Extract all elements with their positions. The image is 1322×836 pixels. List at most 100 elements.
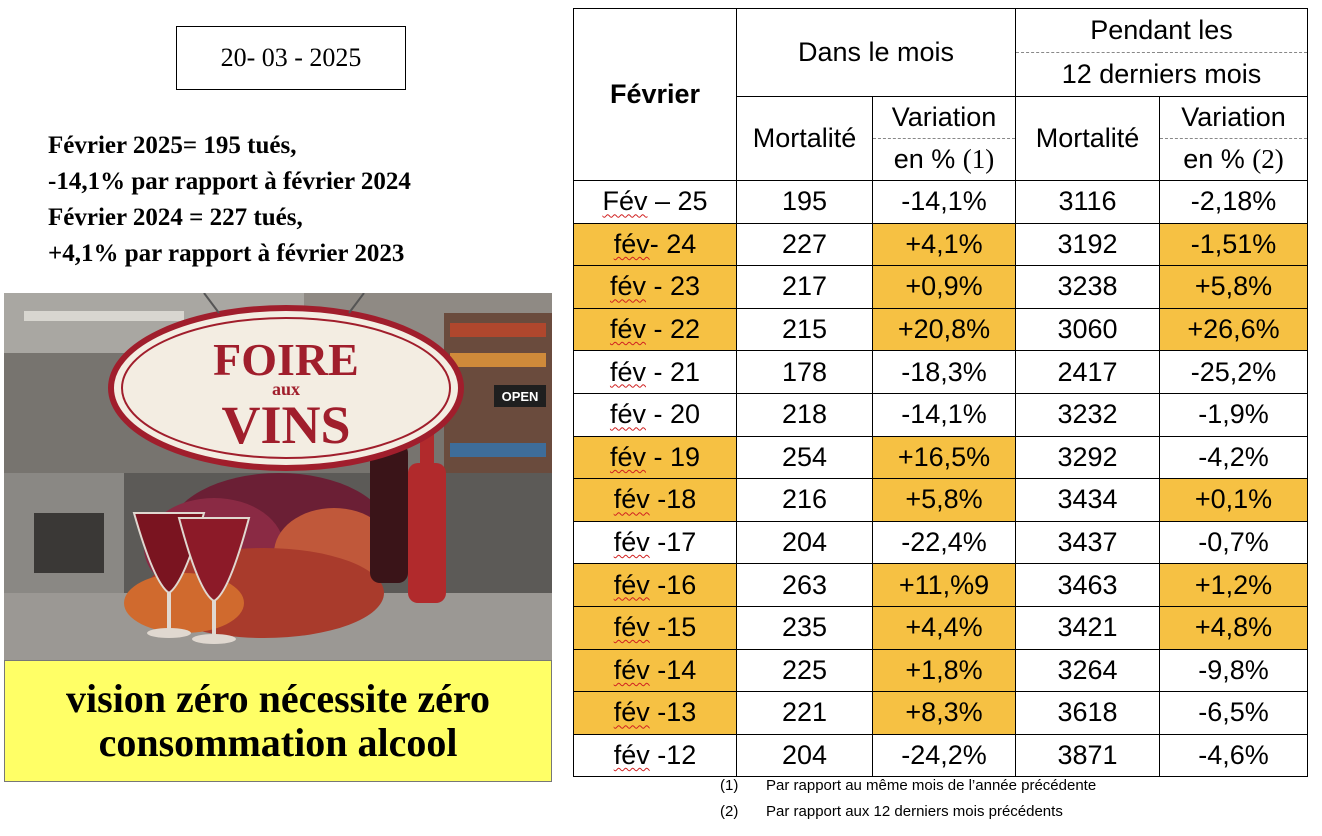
cell-variation-12: -0,7% — [1158, 520, 1309, 565]
header-en-pourcent-label: en % — [1183, 144, 1253, 174]
month-abbrev: fév — [613, 740, 650, 771]
month-year: -15 — [649, 612, 697, 643]
cell-mortalite-12: 3421 — [1015, 605, 1160, 650]
table-row: Fév – 25 195 -14,1% 3116 -2,18% — [573, 180, 1309, 224]
table-row: fév -17 204 -22,4% 3437 -0,7% — [573, 520, 1309, 565]
wine-fair-photo: OPEN FOIRE aux VINS — [4, 293, 552, 663]
sign-word-foire: FOIRE — [213, 334, 359, 385]
cell-variation-12: -6,5% — [1158, 691, 1309, 735]
header-variation: Variation — [872, 96, 1016, 139]
cell-variation-12: -9,8% — [1158, 648, 1309, 693]
cell-variation-12: -4,2% — [1158, 435, 1309, 480]
cell-month: fév -12 — [573, 733, 737, 778]
summary-text: Février 2025= 195 tués, -14,1% par rappo… — [48, 128, 568, 272]
cell-variation-12: -2,18% — [1158, 180, 1309, 224]
month-abbrev: fév — [609, 271, 646, 302]
cell-variation-12: +0,1% — [1158, 478, 1309, 522]
cell-mortalite-12: 3116 — [1015, 180, 1160, 224]
sign-word-vins: VINS — [221, 395, 350, 455]
cell-variation: -24,2% — [872, 733, 1016, 778]
month-year: -13 — [649, 697, 697, 728]
header-en-pourcent-label: en % — [893, 144, 963, 174]
footnote-ref-1: (1) — [962, 144, 995, 174]
cell-mortalite: 225 — [736, 648, 873, 693]
cell-mortalite: 235 — [736, 605, 873, 650]
cell-month: fév -17 — [573, 520, 737, 565]
cell-month: fév -14 — [573, 648, 737, 693]
cell-variation: +4,1% — [872, 222, 1016, 267]
cell-month: fév -15 — [573, 605, 737, 650]
month-year: - 21 — [646, 356, 701, 387]
cell-mortalite-12: 3871 — [1015, 733, 1160, 778]
cell-month: fév - 19 — [573, 435, 737, 480]
cell-month: fév- 24 — [573, 222, 737, 267]
cell-variation: -14,1% — [872, 392, 1016, 437]
cell-variation-12: -4,6% — [1158, 733, 1309, 778]
month-year: -14 — [649, 654, 697, 685]
cell-variation: +1,8% — [872, 648, 1016, 693]
footnote-number: (2) — [720, 803, 739, 820]
cell-variation-12: -25,2% — [1158, 350, 1309, 394]
slogan-line: vision zéro nécessite zéro — [66, 676, 490, 721]
month-abbrev: fév — [613, 228, 650, 259]
cell-variation: +11,%9 — [872, 563, 1016, 607]
month-year: - 22 — [646, 314, 701, 345]
cell-variation: +8,3% — [872, 691, 1016, 735]
month-abbrev: fév — [609, 441, 646, 472]
cell-mortalite-12: 3238 — [1015, 265, 1160, 309]
header-fevrier: Février — [573, 8, 737, 181]
cell-mortalite: 204 — [736, 733, 873, 778]
cell-month: fév -18 — [573, 478, 737, 522]
month-year: -17 — [649, 527, 697, 558]
footnote-1: (1) Par rapport au même mois de l’année p… — [720, 777, 1096, 794]
cell-variation-12: +4,8% — [1158, 605, 1309, 650]
cell-mortalite: 195 — [736, 180, 873, 224]
cell-month: fév -13 — [573, 691, 737, 735]
cell-month: fév - 22 — [573, 307, 737, 352]
summary-line: +4,1% par rapport à février 2023 — [48, 240, 405, 267]
table-row: fév -13 221 +8,3% 3618 -6,5% — [573, 691, 1309, 735]
cell-mortalite-12: 3437 — [1015, 520, 1160, 565]
month-abbrev: fév — [609, 314, 646, 345]
month-abbrev: fév — [613, 569, 650, 600]
cell-variation: -22,4% — [872, 520, 1016, 565]
cell-mortalite-12: 3264 — [1015, 648, 1160, 693]
header-dans-le-mois: Dans le mois — [736, 8, 1016, 97]
table-row: fév- 24 227 +4,1% 3192 -1,51% — [573, 222, 1309, 267]
cell-month: Fév – 25 — [573, 180, 737, 224]
header-mortalite: Mortalité — [736, 96, 873, 181]
month-abbrev: Fév — [602, 186, 648, 217]
cell-variation: +4,4% — [872, 605, 1016, 650]
cell-mortalite-12: 3463 — [1015, 563, 1160, 607]
cell-variation-12: +1,2% — [1158, 563, 1309, 607]
cell-mortalite: 217 — [736, 265, 873, 309]
cell-mortalite: 204 — [736, 520, 873, 565]
cell-mortalite: 178 — [736, 350, 873, 394]
cell-mortalite: 221 — [736, 691, 873, 735]
cell-mortalite: 227 — [736, 222, 873, 267]
cell-month: fév - 23 — [573, 265, 737, 309]
cell-mortalite: 254 — [736, 435, 873, 480]
table-row: fév - 21 178 -18,3% 2417 -25,2% — [573, 350, 1309, 394]
slogan-line: consommation alcool — [98, 720, 458, 765]
cell-mortalite: 215 — [736, 307, 873, 352]
cell-variation-12: -1,9% — [1158, 392, 1309, 437]
table-row: fév - 20 218 -14,1% 3232 -1,9% — [573, 392, 1309, 437]
cell-month: fév -16 — [573, 563, 737, 607]
cell-variation: -14,1% — [872, 180, 1016, 224]
cell-variation: +20,8% — [872, 307, 1016, 352]
table-row: fév - 23 217 +0,9% 3238 +5,8% — [573, 265, 1309, 309]
header-en-pourcent-12: en % (2) — [1158, 138, 1309, 181]
cell-mortalite-12: 3292 — [1015, 435, 1160, 480]
open-sign-text: OPEN — [502, 389, 539, 404]
summary-line: -14,1% par rapport à février 2024 — [48, 168, 411, 195]
cell-mortalite-12: 2417 — [1015, 350, 1160, 394]
cell-variation-12: +5,8% — [1158, 265, 1309, 309]
wine-fair-illustration: OPEN FOIRE aux VINS — [4, 293, 552, 663]
cell-mortalite: 216 — [736, 478, 873, 522]
cell-mortalite-12: 3060 — [1015, 307, 1160, 352]
month-year: -16 — [649, 569, 697, 600]
table-row: fév - 22 215 +20,8% 3060 +26,6% — [573, 307, 1309, 352]
month-abbrev: fév — [613, 527, 650, 558]
table-row: fév -12 204 -24,2% 3871 -4,6% — [573, 733, 1309, 778]
